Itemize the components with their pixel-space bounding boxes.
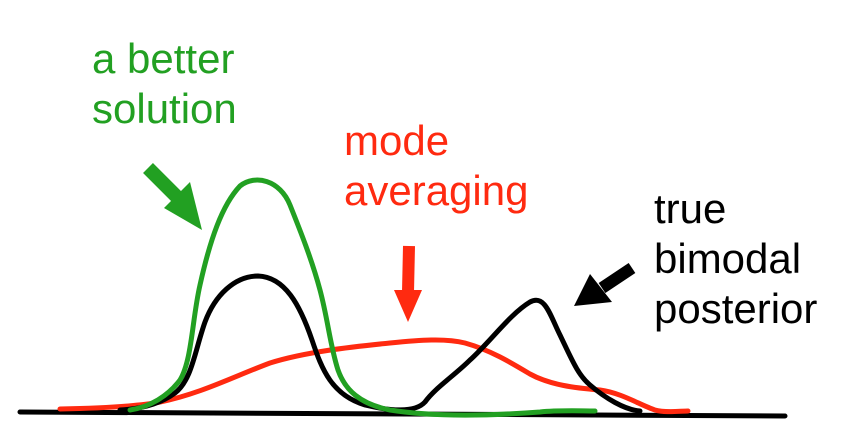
mode-averaging-curve xyxy=(57,337,691,415)
red-arrow-head xyxy=(394,290,422,322)
mode-averaging-label-line2: averaging xyxy=(344,167,529,214)
green-arrow-head xyxy=(164,182,202,230)
black-arrow-head xyxy=(574,274,612,306)
mode-averaging-label-line1: mode xyxy=(344,117,450,164)
red-arrow-shaft xyxy=(402,245,415,293)
true-posterior-label: true bimodal posterior xyxy=(654,184,817,334)
black-arrow xyxy=(574,263,636,306)
true-posterior-label-line3: posterior xyxy=(654,285,818,332)
better-solution-curve xyxy=(127,177,598,418)
true-posterior-label-line1: true xyxy=(654,185,727,232)
better-solution-label-line1: a better xyxy=(92,35,235,82)
mode-averaging-label: mode averaging xyxy=(344,116,528,216)
red-arrow xyxy=(394,245,422,322)
better-solution-label: a better solution xyxy=(92,34,237,134)
true-posterior-label-line2: bimodal xyxy=(654,235,802,282)
green-arrow-shaft xyxy=(143,163,185,205)
black-arrow-shaft xyxy=(598,263,636,293)
green-arrow xyxy=(143,163,202,230)
better-solution-label-line2: solution xyxy=(92,85,237,132)
